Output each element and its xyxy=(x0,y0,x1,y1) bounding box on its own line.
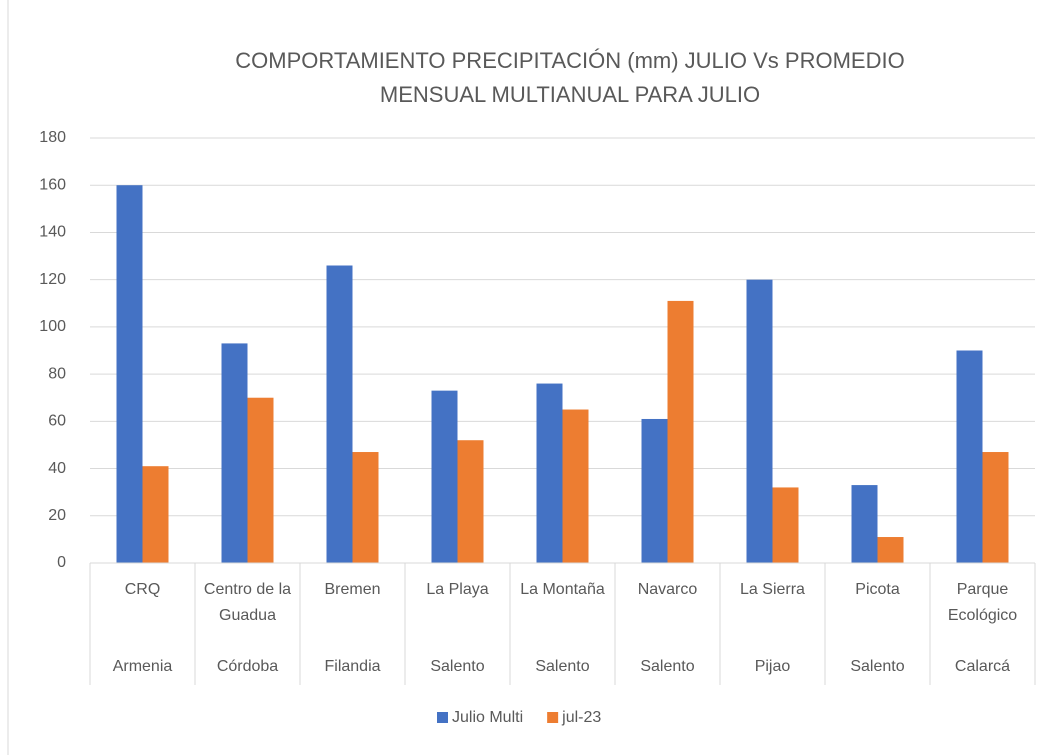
bar xyxy=(221,343,248,563)
bar xyxy=(116,185,143,563)
bar xyxy=(772,487,799,563)
bar xyxy=(536,383,563,563)
bar xyxy=(877,537,904,563)
x-tick-label: CRQ xyxy=(124,581,161,598)
bar xyxy=(851,485,878,563)
chart-title: COMPORTAMIENTO PRECIPITACIÓN (mm) JULIO … xyxy=(235,48,905,107)
legend-swatch xyxy=(547,712,559,723)
legend-label: Julio Multi xyxy=(452,709,523,726)
x-tick-label: La Playa xyxy=(426,581,489,598)
bar xyxy=(641,418,668,563)
bar xyxy=(562,409,589,563)
x-tick-label: Picota xyxy=(855,581,900,598)
y-tick-label: 120 xyxy=(39,271,66,288)
y-tick-label: 100 xyxy=(39,318,66,335)
x-tick-label: La Sierra xyxy=(740,581,805,598)
bar xyxy=(326,265,353,563)
bar xyxy=(142,466,169,563)
y-tick-label: 180 xyxy=(39,129,66,146)
bar xyxy=(956,350,983,563)
x-group-label: Salento xyxy=(640,658,695,675)
x-tick-label: La Montaña xyxy=(520,581,605,598)
x-group-label: Pijao xyxy=(754,658,791,675)
bar xyxy=(247,397,274,563)
bar xyxy=(352,452,379,563)
x-group-label: Filandia xyxy=(324,658,381,675)
y-tick-label: 160 xyxy=(39,176,66,193)
x-group-label: Salento xyxy=(535,658,590,675)
y-tick-label: 0 xyxy=(57,554,66,571)
legend-label: jul-23 xyxy=(561,709,601,726)
bar xyxy=(457,440,484,563)
bar xyxy=(431,390,458,563)
legend-swatch xyxy=(437,712,448,723)
bar xyxy=(746,279,773,563)
y-tick-label: 60 xyxy=(48,413,66,430)
x-tick-label: Parque Ecológico xyxy=(947,581,1018,624)
x-tick-label: Navarco xyxy=(637,581,698,598)
y-tick-label: 80 xyxy=(48,365,66,382)
x-group-label: Armenia xyxy=(112,658,173,675)
y-tick-label: 140 xyxy=(39,224,66,241)
bar xyxy=(667,300,694,563)
y-tick-label: 40 xyxy=(48,460,66,477)
x-tick-label: Bremen xyxy=(324,581,381,598)
x-tick-label: Centro de la Guadua xyxy=(203,581,292,624)
x-group-label: Salento xyxy=(430,658,485,675)
x-group-label: Salento xyxy=(850,658,905,675)
y-tick-label: 20 xyxy=(48,507,66,524)
bar xyxy=(982,452,1009,563)
x-group-label: Calarcá xyxy=(954,658,1011,675)
x-group-label: Córdoba xyxy=(216,658,279,675)
